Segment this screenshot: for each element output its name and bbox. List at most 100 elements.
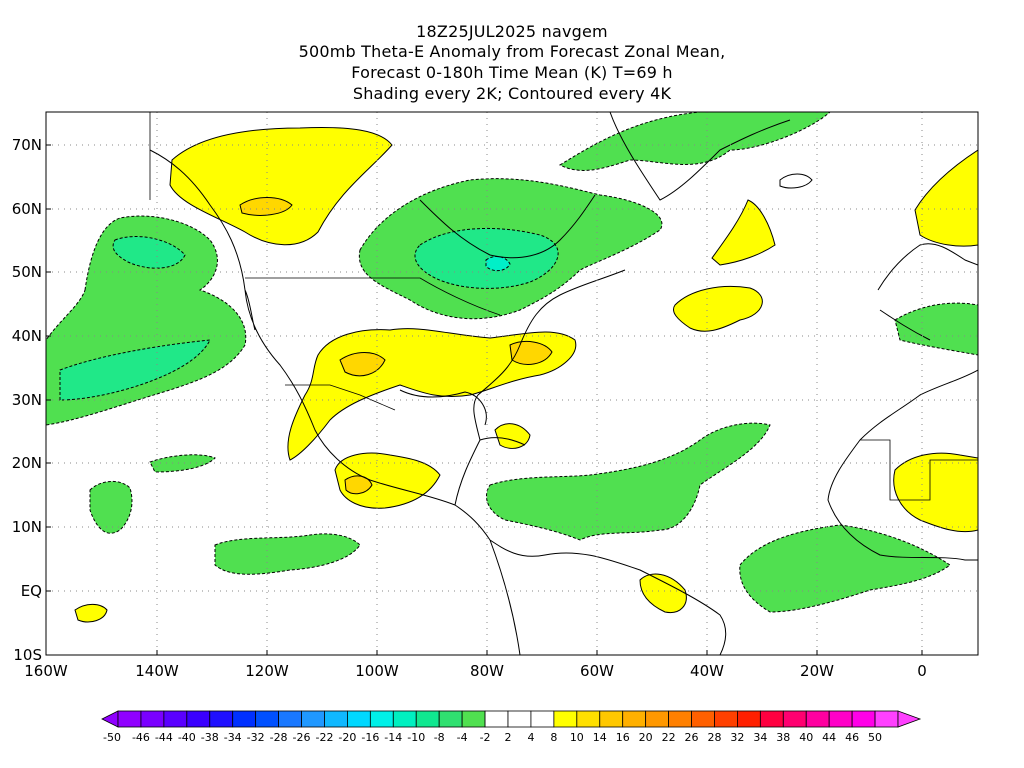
lon-label: 120W: [245, 662, 289, 680]
colorbar-label: -10: [407, 731, 425, 744]
colorbar-swatch: [438, 710, 463, 728]
lon-label: 40W: [690, 662, 724, 680]
colorbar-label: -4: [457, 731, 468, 744]
colorbar: [101, 710, 922, 728]
coast-south-america: [489, 539, 727, 655]
colorbar-swatch: [163, 710, 188, 728]
longitude-labels: 160W 140W 120W 100W 80W 60W 40W 20W 0: [24, 650, 927, 680]
warm-area-europe: [914, 149, 978, 247]
colorbar-label: -46: [132, 731, 150, 744]
colorbar-label: 4: [527, 731, 534, 744]
colorbar-label: -28: [270, 731, 288, 744]
colorbar-label: -26: [293, 731, 311, 744]
colorbar-swatch: [759, 710, 784, 728]
lon-label: 80W: [470, 662, 504, 680]
title-line-1: 18Z25JUL2025 navgem: [416, 22, 608, 41]
colorbar-swatch: [301, 710, 325, 728]
colorbar-label: 8: [550, 731, 557, 744]
cold-area-cpacific-2: [149, 454, 216, 473]
cold-area-cpacific: [89, 481, 133, 534]
colorbar-swatch: [140, 710, 165, 728]
lat-label: 60N: [12, 200, 42, 218]
colorbar-swatch: [645, 710, 669, 728]
warm-area-samerica: [639, 573, 687, 614]
colorbar-swatch: [553, 710, 578, 728]
political-borders: [149, 112, 978, 501]
cold-area-gulf-guinea: [739, 524, 951, 613]
latitude-labels: 70N 60N 50N 40N 30N 20N 10N EQ 10S: [12, 136, 51, 664]
colorbar-label: 38: [776, 731, 790, 744]
colorbar-swatch: [347, 710, 371, 728]
colorbar-swatch: [232, 710, 257, 728]
lat-label: 50N: [12, 263, 42, 281]
lat-label: 30N: [12, 391, 42, 409]
lon-label: 100W: [355, 662, 399, 680]
title-line-4: Shading every 2K; Contoured every 4K: [352, 84, 672, 103]
warm-area-sahara: [893, 452, 978, 533]
warm-area-caribbean: [494, 423, 531, 449]
border-us-mexico: [285, 384, 396, 411]
warm-area-pacific-sw: [74, 603, 108, 623]
lat-label: 20N: [12, 454, 42, 472]
colorbar-label: -32: [247, 731, 265, 744]
warm-area-mexico: [334, 452, 441, 509]
colorbar-swatch: [737, 710, 761, 728]
colorbar-swatch: [668, 710, 692, 728]
colorbar-label: 20: [639, 731, 653, 744]
colorbar-swatch: [369, 710, 394, 728]
colorbar-swatch: [599, 710, 624, 728]
colorbar-label: -38: [201, 731, 219, 744]
colorbar-swatch: [530, 710, 555, 728]
warm-core-alaska: [239, 197, 293, 216]
coast-gulf: [399, 389, 487, 426]
lon-label: 140W: [135, 662, 179, 680]
warm-core-us-east: [509, 341, 553, 365]
colorbar-swatch: [622, 710, 647, 728]
colorbar-swatch: [461, 710, 486, 728]
colorbar-labels: -50 -46 -44 -40 -38 -34 -32 -28 -26 -22 -20 -16 -14-…: [103, 731, 882, 744]
colorbar-label: 26: [685, 731, 699, 744]
lon-label: 0: [917, 662, 927, 680]
colorbar-label: 50: [868, 731, 882, 744]
colorbar-swatch: [874, 710, 899, 728]
warm-area-midatlantic: [673, 285, 763, 332]
coastlines: [149, 112, 978, 655]
border-africa: [860, 439, 978, 501]
cold-core-hudson: [414, 227, 559, 289]
warm-core-mexico: [344, 475, 373, 495]
colorbar-label: -8: [434, 731, 445, 744]
colorbar-label: 40: [799, 731, 813, 744]
colorbar-swatch: [714, 710, 738, 728]
coast-europe: [877, 243, 978, 341]
colorbar-label: 44: [822, 731, 836, 744]
lon-label: 60W: [580, 662, 614, 680]
cold-area-tropical-atlantic: [486, 422, 771, 541]
grid-lines: [46, 112, 978, 655]
colorbar-label: 28: [707, 731, 721, 744]
colorbar-swatch: [851, 710, 876, 728]
lat-label: 70N: [12, 136, 42, 154]
colorbar-label: 10: [570, 731, 584, 744]
cold-center-hudson: [485, 256, 511, 272]
map-plot-area: [46, 112, 978, 655]
colorbar-arrow-right: [897, 710, 922, 728]
colorbar-label: -14: [384, 731, 402, 744]
lat-label: 10N: [12, 518, 42, 536]
colorbar-label: -40: [178, 731, 196, 744]
colorbar-swatch: [392, 710, 417, 728]
border-us-canada: [245, 277, 501, 316]
colorbar-label: 22: [662, 731, 676, 744]
colorbar-swatch: [691, 710, 715, 728]
colorbar-swatch: [415, 710, 440, 728]
colorbar-swatch: [278, 710, 302, 728]
warm-area-alaska: [169, 127, 393, 246]
coast-cuba: [479, 437, 526, 446]
coast-africa: [827, 369, 978, 561]
warm-area-northatlantic: [711, 199, 776, 266]
coast-greenland: [609, 112, 791, 201]
lat-label: 40N: [12, 327, 42, 345]
coast-hudson-bay: [419, 194, 596, 259]
lat-label: EQ: [21, 582, 42, 600]
colorbar-label: -44: [155, 731, 173, 744]
colorbar-label: -2: [480, 731, 491, 744]
